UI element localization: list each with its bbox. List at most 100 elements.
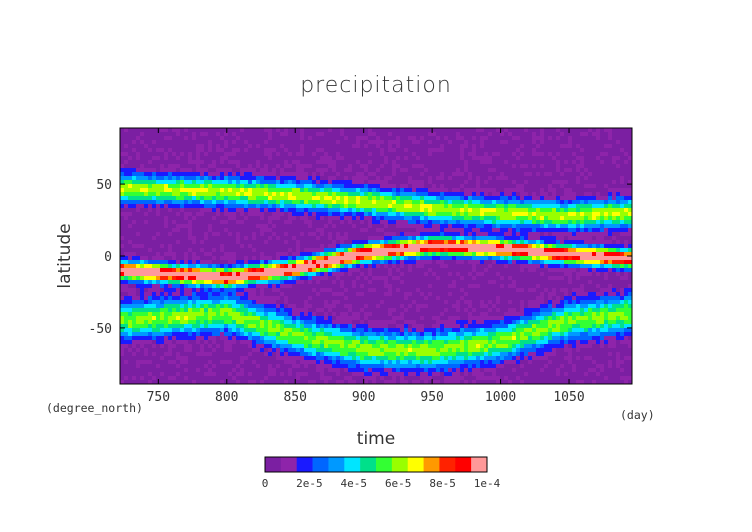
heatmap-cell [148,176,153,181]
heatmap-cell [376,276,381,281]
heatmap-cell [344,332,349,337]
heatmap-cell [168,128,173,133]
heatmap-cell [384,180,389,185]
heatmap-cell [168,180,173,185]
heatmap-cell [184,340,189,345]
heatmap-cell [376,376,381,381]
heatmap-cell [148,364,153,369]
heatmap-cell [276,320,281,325]
heatmap-cell [240,368,245,373]
heatmap-cell [316,248,321,253]
heatmap-cell [408,212,413,217]
heatmap-cell [356,152,361,157]
heatmap-cell [284,316,289,321]
heatmap-cell [196,200,201,205]
heatmap-cell [384,168,389,173]
heatmap-cell [236,336,241,341]
heatmap-cell [368,172,373,177]
heatmap-cell [124,188,129,193]
heatmap-cell [408,160,413,165]
heatmap-cell [232,196,237,201]
heatmap-cell [276,236,281,241]
heatmap-cell [248,328,253,333]
heatmap-cell [408,232,413,237]
heatmap-cell [304,168,309,173]
heatmap-cell [384,232,389,237]
heatmap-cell [392,140,397,145]
heatmap-cell [248,308,253,313]
heatmap-cell [252,224,257,229]
heatmap-cell [284,140,289,145]
heatmap-cell [132,364,137,369]
heatmap-cell [316,368,321,373]
heatmap-cell [236,364,241,369]
heatmap-cell [352,360,357,365]
heatmap-cell [328,312,333,317]
heatmap-cell [168,380,173,384]
heatmap-cell [360,360,365,365]
heatmap-cell [236,312,241,317]
heatmap-cell [408,272,413,277]
heatmap-cell [416,328,421,333]
heatmap-cell [296,256,301,261]
heatmap-cell [192,372,197,377]
heatmap-cell [152,176,157,181]
heatmap-cell [236,368,241,373]
heatmap-cell [136,180,141,185]
heatmap-cell [376,336,381,341]
heatmap-cell [128,224,133,229]
heatmap-cell [132,200,137,205]
heatmap-cell [132,352,137,357]
heatmap-cell [280,304,285,309]
heatmap-cell [120,232,125,237]
heatmap-cell [164,188,169,193]
heatmap-cell [236,176,241,181]
heatmap-cell [340,364,345,369]
heatmap-cell [408,248,413,253]
heatmap-cell [188,176,193,181]
heatmap-cell [172,256,177,261]
heatmap-cell [244,324,249,329]
heatmap-cell [336,132,341,137]
heatmap-cell [204,324,209,329]
heatmap-cell [232,172,237,177]
heatmap-cell [388,336,393,341]
heatmap-cell [260,232,265,237]
heatmap-cell [228,336,233,341]
heatmap-cell [420,308,425,313]
heatmap-cell [360,308,365,313]
heatmap-cell [160,272,165,277]
heatmap-cell [216,316,221,321]
heatmap-cell [248,160,253,165]
heatmap-cell [416,352,421,357]
heatmap-cell [148,344,153,349]
heatmap-cell [284,360,289,365]
heatmap-cell [252,160,257,165]
heatmap-cell [372,352,377,357]
heatmap-cell [220,148,225,153]
heatmap-cell [256,328,261,333]
heatmap-cell [380,184,385,189]
heatmap-cell [136,308,141,313]
heatmap-cell [380,328,385,333]
heatmap-cell [268,128,273,133]
heatmap-cell [216,260,221,265]
heatmap-cell [148,200,153,205]
heatmap-cell [352,264,357,269]
heatmap-cell [236,380,241,384]
heatmap-cell [224,252,229,257]
heatmap-cell [352,232,357,237]
heatmap-cell [284,236,289,241]
heatmap-cell [132,368,137,373]
heatmap-cell [152,204,157,209]
heatmap-cell [124,216,129,221]
heatmap-cell [324,336,329,341]
heatmap-cell [244,136,249,141]
heatmap-cell [256,132,261,137]
heatmap-cell [388,160,393,165]
heatmap-cell [144,332,149,337]
heatmap-cell [180,196,185,201]
heatmap-cell [416,200,421,205]
heatmap-cell [256,216,261,221]
heatmap-cell [428,248,433,253]
